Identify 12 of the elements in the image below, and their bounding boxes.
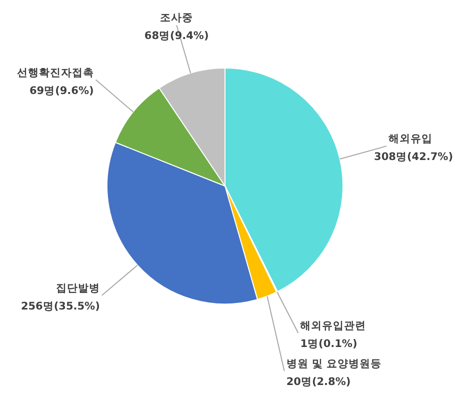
data-label: 20명(2.8%) [286, 376, 351, 388]
data-label: 69명(9.6%) [29, 84, 94, 97]
slice-label: 조사중 [160, 12, 194, 24]
slice-label: 선행확진자접촉 [16, 66, 94, 79]
slice-label: 해외유입관련 [300, 320, 366, 332]
data-label: 1명(0.1%) [300, 338, 358, 350]
slice-label: 집단발병 [56, 282, 100, 294]
data-label: 308명(42.7%) [374, 151, 453, 164]
data-label: 256명(35.5%) [20, 300, 100, 312]
slice-label: 해외유입 [388, 133, 433, 146]
slice-label: 병원 및 요양병원등 [286, 358, 382, 370]
data-label: 68명(9.4%) [144, 30, 209, 42]
